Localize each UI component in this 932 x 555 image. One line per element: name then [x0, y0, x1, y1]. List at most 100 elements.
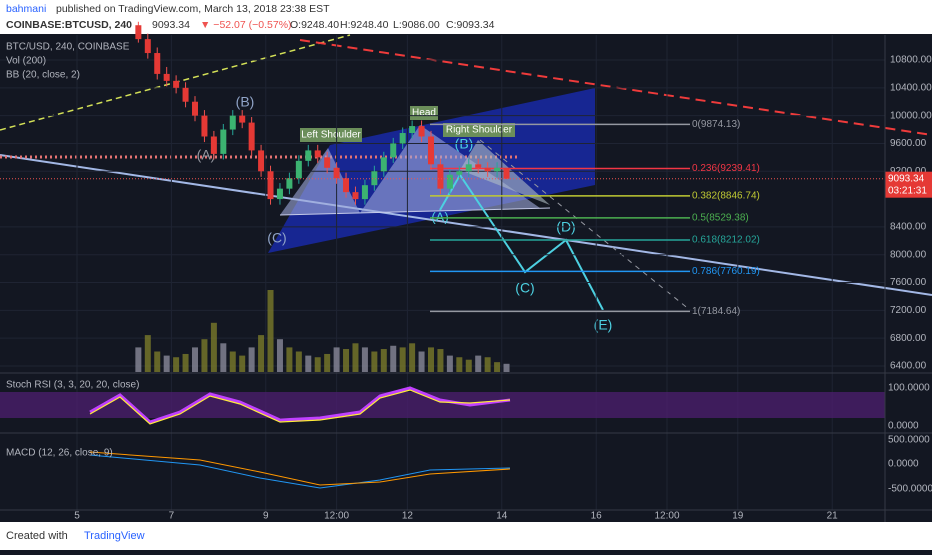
volume-bar — [210, 322, 217, 372]
price-tick-label: 10400.00 — [890, 82, 932, 93]
annotation: Left Shoulder — [301, 130, 361, 141]
published: published on TradingView.com, March 13, … — [56, 3, 330, 15]
last: 9093.34 — [152, 19, 190, 31]
volume-bar — [390, 345, 397, 372]
trend-line — [299, 39, 932, 136]
price-tick-label: 8000.00 — [890, 249, 927, 260]
footer-brand[interactable]: TradingView — [84, 530, 145, 542]
candle-body — [210, 136, 217, 154]
shoulder-triangle — [280, 148, 360, 215]
volume-bar — [352, 343, 359, 372]
candle-body — [324, 157, 331, 168]
price-tick-label: 7600.00 — [890, 277, 927, 288]
candle-body — [484, 167, 491, 172]
price-tick-label: 10000.00 — [890, 110, 932, 121]
annotation: Right Shoulder — [446, 125, 513, 136]
candle-body — [409, 126, 416, 134]
author[interactable]: bahmani — [6, 3, 46, 15]
candle-body — [352, 192, 359, 200]
time-tick-label: 12:00 — [654, 511, 679, 522]
candle-body — [399, 133, 406, 144]
candle-body — [428, 136, 434, 165]
legend-item: Vol (200) — [6, 56, 46, 67]
price-tick-label: 8400.00 — [890, 222, 927, 233]
volume-bar — [503, 363, 510, 372]
label-box — [300, 128, 362, 142]
legend-item: BTC/USD, 240, COINBASE — [6, 42, 130, 53]
wave-label: (B) — [236, 94, 255, 110]
price-tick-label: 9600.00 — [890, 138, 927, 149]
indicator-label: MACD (12, 26, close, 9) — [6, 448, 113, 459]
candle-body — [295, 160, 302, 179]
dynamic: 10800.00 10400.00 10000.00 9600.00 9200.00 84… — [0, 21, 932, 522]
volume-bar — [163, 355, 170, 372]
volume-bar — [276, 339, 283, 372]
volume-bar — [446, 355, 453, 372]
candle-body — [286, 178, 293, 189]
price-tag-label: 9093.34 — [888, 173, 925, 184]
volume-bar — [182, 353, 189, 372]
volume-bar — [409, 343, 416, 372]
fib-label: 1(7184.64) — [692, 306, 740, 317]
candle-body — [192, 101, 198, 116]
volume-bar — [333, 347, 340, 372]
candle-body — [258, 150, 265, 172]
label-box — [410, 106, 438, 120]
volume-bar — [267, 290, 274, 372]
price-tick-label: 9200.00 — [890, 166, 927, 177]
base-line — [279, 207, 551, 216]
candle-body — [333, 167, 340, 179]
footer-text: Created with — [6, 530, 68, 542]
time-tick-label: 12:00 — [324, 511, 349, 522]
candle-body — [144, 39, 151, 54]
annotation: Head — [412, 108, 436, 119]
price-tick-label: 6800.00 — [890, 333, 927, 344]
macd-line — [89, 454, 511, 489]
volume-bar — [428, 347, 434, 372]
volume-bar — [144, 335, 151, 372]
volume-bar — [371, 351, 378, 372]
volume-bar — [286, 347, 293, 372]
volume-bar — [248, 347, 255, 372]
tick-label: 0.0000 — [888, 421, 919, 432]
candle-body — [380, 157, 387, 172]
candle-body — [182, 87, 189, 102]
price-tick-label: 6400.00 — [890, 361, 927, 372]
wave-label: (C) — [267, 230, 286, 246]
price-tick-label: 7200.00 — [890, 305, 927, 316]
footer-bar — [0, 522, 932, 550]
candle-body — [239, 115, 246, 123]
price-tick-label: 10800.00 — [890, 55, 932, 66]
volume-bar — [343, 349, 350, 372]
candle-body — [465, 164, 472, 172]
time-tick-label: 14 — [496, 511, 508, 522]
label-box — [443, 123, 515, 137]
volume-bar — [437, 349, 444, 372]
low: L:9086.00 — [393, 19, 440, 31]
time-tick-label: 5 — [74, 511, 80, 522]
stoch-band — [0, 392, 885, 418]
time-tick-label: 9 — [263, 511, 269, 522]
signal-line — [89, 451, 511, 486]
indicator-label: Stoch RSI (3, 3, 20, 20, close) — [6, 380, 139, 391]
stoch-k — [89, 386, 511, 424]
symbol: COINBASE:BTCUSD, 240 — [6, 19, 132, 31]
candle-body — [390, 143, 397, 158]
candle-body — [163, 73, 170, 81]
high: H:9248.40 — [340, 19, 389, 31]
wave-label: (A) — [197, 147, 216, 163]
volume-bar — [324, 353, 331, 372]
wave-label: (C) — [515, 280, 534, 296]
tick-label: -500.0000 — [888, 484, 932, 495]
fib-label: 0.786(7760.19) — [692, 266, 760, 277]
close: C:9093.34 — [446, 19, 495, 31]
change: ▼ −52.07 (−0.57%) — [200, 19, 292, 31]
candle-body — [201, 115, 208, 137]
volume-bar — [173, 357, 180, 372]
fib-label: 0.5(8529.38) — [692, 213, 749, 224]
volume-bar — [258, 335, 265, 372]
candle-body — [371, 171, 378, 186]
tick-label: 0.0000 — [888, 459, 919, 470]
candle-body — [135, 25, 142, 40]
fib-label: 0.382(8846.74) — [692, 190, 760, 201]
